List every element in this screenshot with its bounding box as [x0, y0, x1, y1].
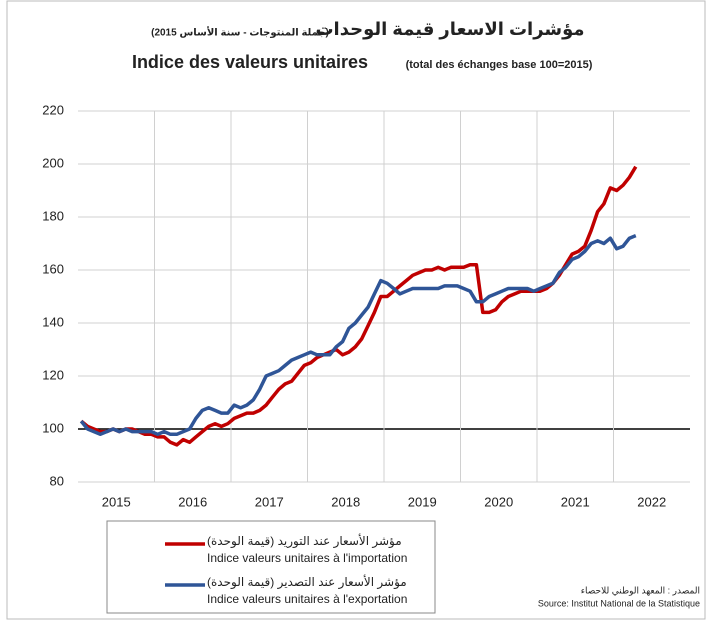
chart-subtitle-ar: (جملة المنتوجات - سنة الأساس 2015)	[151, 26, 329, 39]
x-tick-label: 2021	[561, 494, 590, 509]
y-tick-label: 100	[42, 420, 64, 435]
source: Source: Institut National de la Statisti…	[538, 598, 700, 608]
y-tick-label: 160	[42, 261, 64, 276]
x-tick-label: 2015	[102, 494, 131, 509]
legend-label: Indice valeurs unitaires à l'exportation	[207, 592, 407, 606]
x-tick-label: 2018	[331, 494, 360, 509]
y-tick-label: 180	[42, 208, 64, 223]
legend-label-ar: مؤشر الأسعار عند التصدير (قيمة الوحدة)	[207, 574, 407, 590]
source-ar: المصدر : المعهد الوطني للاحصاء	[581, 585, 700, 595]
y-tick-label: 200	[42, 155, 64, 170]
x-tick-label: 2017	[255, 494, 284, 509]
chart-title: Indice des valeurs unitaires	[132, 52, 368, 72]
y-tick-label: 140	[42, 314, 64, 329]
series-line	[80, 165, 638, 447]
legend-box	[106, 520, 436, 614]
x-tick-label: 2019	[408, 494, 437, 509]
x-tick-label: 2020	[484, 494, 513, 509]
y-tick-label: 120	[42, 367, 64, 382]
chart-title-ar: مؤشرات الاسعار قيمة الوحدات	[315, 19, 584, 40]
legend-label: Indice valeurs unitaires à l'importation	[207, 551, 407, 565]
chart-frame	[6, 0, 706, 620]
y-tick-label: 220	[42, 102, 64, 117]
x-tick-label: 2022	[637, 494, 666, 509]
x-tick-label: 2016	[178, 494, 207, 509]
chart-subtitle: (total des échanges base 100=2015)	[406, 59, 593, 71]
y-tick-label: 80	[50, 473, 64, 488]
series-line	[79, 233, 637, 437]
legend-label-ar: مؤشر الأسعار عند التوريد (قيمة الوحدة)	[207, 533, 402, 549]
